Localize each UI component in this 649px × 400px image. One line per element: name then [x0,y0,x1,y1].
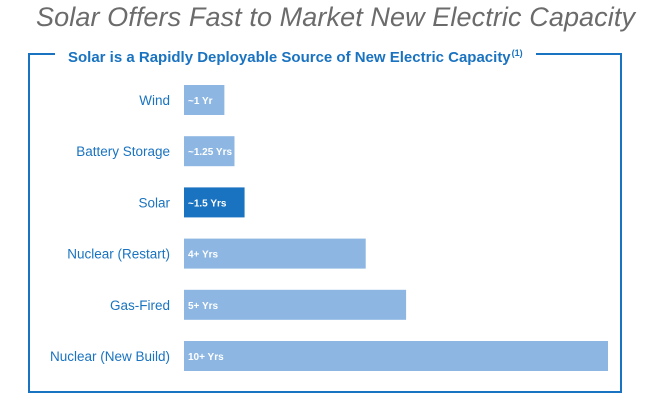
category-label: Gas-Fired [110,298,170,313]
category-label: Wind [139,93,170,108]
data-label: ~1 Yr [188,96,213,107]
category-label: Battery Storage [76,144,170,159]
bar-gas-fired [184,289,407,320]
bar-nuclear-restart [184,238,366,269]
category-label: Nuclear (New Build) [50,349,170,364]
chart-subtitle: Solar is a Rapidly Deployable Source of … [55,42,536,69]
data-label: 4+ Yrs [188,250,219,261]
category-label: Nuclear (Restart) [67,247,170,262]
data-label: ~1.5 Yrs [188,198,227,209]
data-label: ~1.25 Yrs [188,147,232,158]
chart-subtitle-text: Solar is a Rapidly Deployable Source of … [68,49,511,66]
category-label: Solar [138,195,170,210]
bar-wind [184,85,225,115]
footnote-marker: (1) [511,48,523,58]
bar-nuclear-new-build [184,341,608,371]
data-label: 10+ Yrs [188,352,224,363]
page-title: Solar Offers Fast to Market New Electric… [36,2,636,32]
bar-battery-storage [184,136,235,167]
bar-solar [184,187,245,218]
data-label: 5+ Yrs [188,301,219,312]
